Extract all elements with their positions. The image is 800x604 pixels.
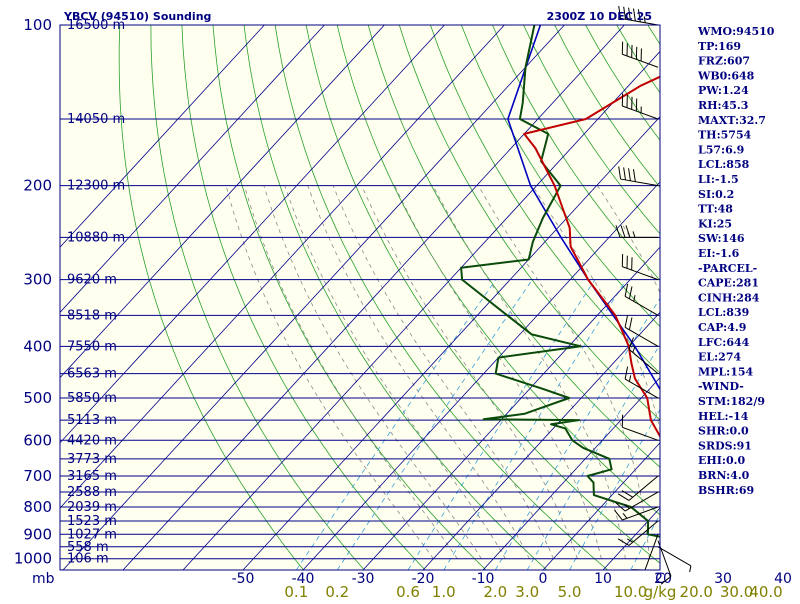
index-value: TH:5754: [698, 129, 752, 142]
sounding-title: YBCV (94510) Sounding: [63, 10, 211, 23]
index-value: WMO:94510: [697, 25, 775, 38]
mixing-ratio-label: 2.0: [483, 583, 507, 600]
height-label: 7550 m: [67, 339, 117, 354]
wind-barb: [658, 547, 691, 572]
index-value: STM:182/9: [698, 395, 765, 408]
index-value: L57:6.9: [698, 143, 744, 156]
height-label: 9620 m: [67, 273, 117, 288]
height-label: 14050 m: [67, 112, 125, 127]
height-label: 5113 m: [67, 413, 117, 428]
index-value: LI:-1.5: [698, 173, 739, 186]
index-value: LCL:858: [698, 158, 750, 171]
index-value: EL:274: [698, 351, 741, 364]
mixing-ratio-label: 0.1: [284, 583, 308, 600]
isotherm-line: [783, 25, 800, 570]
mixing-ratio-label: 40.0: [749, 583, 782, 600]
mixing-ratio-label: 20.0: [680, 583, 713, 600]
index-value: LCL:839: [698, 306, 749, 319]
mixing-ratio-label: 0.6: [396, 583, 420, 600]
index-value: PW:1.24: [698, 84, 749, 97]
mixing-ratio-label: 30.0: [720, 583, 753, 600]
temperature-tick-label: 10: [594, 571, 612, 587]
index-value: FRZ:607: [698, 55, 750, 68]
mixing-ratio-label: 10.0: [614, 583, 647, 600]
pressure-tick-labels: 100 200 300 400 500 600 700 800 900 1000: [14, 16, 52, 568]
index-value: SHR:0.0: [698, 425, 749, 438]
height-label: 3773 m: [67, 452, 117, 467]
plot-background: [60, 25, 660, 570]
index-value: HEL:-14: [698, 410, 749, 423]
height-label: 8518 m: [67, 308, 117, 323]
mixing-ratio-label: g/kg: [644, 583, 677, 600]
index-value: -WIND-: [698, 380, 744, 393]
pressure-tick-label: 200: [23, 177, 52, 195]
index-value: -PARCEL-: [698, 262, 757, 275]
pressure-tick-label: 100: [23, 16, 52, 34]
temperature-tick-label: -30: [352, 571, 375, 587]
pressure-tick-label: 400: [23, 337, 52, 355]
index-value: SI:0.2: [698, 188, 734, 201]
height-label: 12300 m: [67, 179, 125, 194]
pressure-unit-label: mb: [32, 571, 55, 587]
mixing-ratio-label: 3.0: [515, 583, 539, 600]
height-label: 4420 m: [67, 433, 117, 448]
index-value: BRN:4.0: [698, 469, 750, 482]
pressure-tick-label: 1000: [14, 550, 52, 568]
pressure-tick-label: 600: [23, 431, 52, 449]
index-value: TP:169: [698, 40, 741, 53]
height-label: 106 m: [67, 552, 109, 567]
height-label: 3165 m: [67, 469, 117, 484]
mixing-ratio-label: 5.0: [558, 583, 582, 600]
temperature-tick-label: 0: [539, 571, 548, 587]
pressure-tick-label: 900: [23, 525, 52, 543]
index-value: SW:146: [698, 232, 745, 245]
index-value: RH:45.3: [698, 99, 748, 112]
pressure-tick-label: 700: [23, 467, 52, 485]
dry-adiabat-line: [772, 25, 800, 570]
height-label: 2588 m: [67, 485, 117, 500]
index-value: SRDS:91: [698, 439, 752, 452]
mixing-ratio-line: [766, 280, 800, 570]
index-value: MAXT:32.7: [698, 114, 766, 127]
index-value: MPL:154: [698, 365, 754, 378]
pressure-tick-label: 500: [23, 389, 52, 407]
index-value: LFC:644: [698, 336, 750, 349]
height-label: 2039 m: [67, 500, 117, 515]
moist-adiabat-line: [769, 186, 800, 559]
index-value: CAP:4.9: [698, 321, 746, 334]
index-value: EI:-1.6: [698, 247, 740, 260]
valid-time: 2300Z 10 DEC 25: [547, 10, 652, 23]
pressure-tick-label: 800: [23, 498, 52, 516]
index-value: BSHR:69: [698, 484, 754, 497]
mixing-ratio-label: 1.0: [432, 583, 456, 600]
height-label: 5850 m: [67, 391, 117, 406]
height-label: 6563 m: [67, 367, 117, 382]
mixing-ratio-label: 0.2: [325, 583, 349, 600]
index-value: KI:25: [698, 217, 732, 230]
height-label: 10880 m: [67, 230, 125, 245]
index-value: CINH:284: [698, 291, 760, 304]
moist-adiabat-line: [793, 186, 800, 559]
temperature-tick-label: -50: [232, 571, 255, 587]
index-value: WB0:648: [697, 69, 755, 82]
index-value: CAPE:281: [698, 277, 759, 290]
pressure-tick-label: 300: [23, 271, 52, 289]
index-value: TT:48: [698, 203, 733, 216]
index-value: EHI:0.0: [698, 454, 745, 467]
